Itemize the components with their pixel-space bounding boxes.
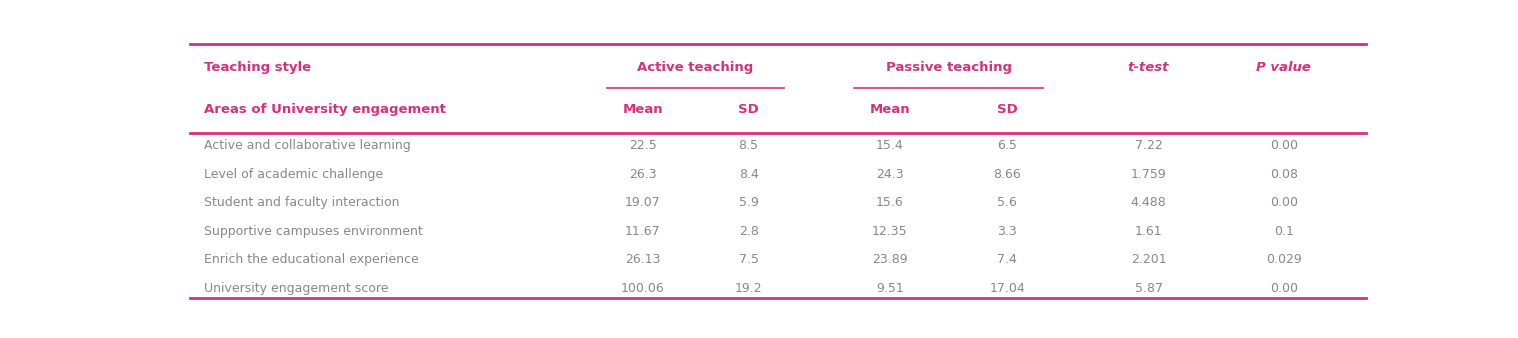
Text: 0.1: 0.1 xyxy=(1274,224,1293,238)
Text: Active and collaborative learning: Active and collaborative learning xyxy=(203,140,410,152)
Text: 1.759: 1.759 xyxy=(1131,168,1166,180)
Text: 26.13: 26.13 xyxy=(625,253,660,266)
Text: Student and faculty interaction: Student and faculty interaction xyxy=(203,196,399,209)
Text: P value: P value xyxy=(1257,62,1312,74)
Text: 15.6: 15.6 xyxy=(876,196,903,209)
Text: 0.00: 0.00 xyxy=(1271,196,1298,209)
Text: University engagement score: University engagement score xyxy=(203,282,389,295)
Text: SD: SD xyxy=(738,103,759,116)
Text: 0.08: 0.08 xyxy=(1271,168,1298,180)
Text: 1.61: 1.61 xyxy=(1135,224,1163,238)
Text: Mean: Mean xyxy=(622,103,663,116)
Text: 19.2: 19.2 xyxy=(735,282,762,295)
Text: 9.51: 9.51 xyxy=(876,282,903,295)
Text: 5.87: 5.87 xyxy=(1134,282,1163,295)
Text: Areas of University engagement: Areas of University engagement xyxy=(203,103,446,116)
Text: Supportive campuses environment: Supportive campuses environment xyxy=(203,224,422,238)
Text: 22.5: 22.5 xyxy=(628,140,657,152)
Text: Active teaching: Active teaching xyxy=(638,62,754,74)
Text: 23.89: 23.89 xyxy=(871,253,908,266)
Text: Mean: Mean xyxy=(870,103,911,116)
Text: 2.8: 2.8 xyxy=(739,224,759,238)
Text: 4.488: 4.488 xyxy=(1131,196,1166,209)
Text: 7.22: 7.22 xyxy=(1134,140,1163,152)
Text: 26.3: 26.3 xyxy=(628,168,656,180)
Text: 100.06: 100.06 xyxy=(621,282,665,295)
Text: 5.9: 5.9 xyxy=(739,196,759,209)
Text: 6.5: 6.5 xyxy=(997,140,1017,152)
Text: 0.00: 0.00 xyxy=(1271,140,1298,152)
Text: 15.4: 15.4 xyxy=(876,140,903,152)
Text: Teaching style: Teaching style xyxy=(203,62,311,74)
Text: 0.00: 0.00 xyxy=(1271,282,1298,295)
Text: 12.35: 12.35 xyxy=(871,224,908,238)
Text: 7.5: 7.5 xyxy=(739,253,759,266)
Text: Passive teaching: Passive teaching xyxy=(885,62,1011,74)
Text: 24.3: 24.3 xyxy=(876,168,903,180)
Text: 17.04: 17.04 xyxy=(990,282,1025,295)
Text: 3.3: 3.3 xyxy=(997,224,1017,238)
Text: 8.66: 8.66 xyxy=(993,168,1022,180)
Text: 0.029: 0.029 xyxy=(1266,253,1302,266)
Text: Enrich the educational experience: Enrich the educational experience xyxy=(203,253,419,266)
Text: 2.201: 2.201 xyxy=(1131,253,1166,266)
Text: SD: SD xyxy=(997,103,1017,116)
Text: 8.5: 8.5 xyxy=(739,140,759,152)
Text: 8.4: 8.4 xyxy=(739,168,759,180)
Text: Level of academic challenge: Level of academic challenge xyxy=(203,168,383,180)
Text: 19.07: 19.07 xyxy=(625,196,660,209)
Text: 11.67: 11.67 xyxy=(625,224,660,238)
Text: 7.4: 7.4 xyxy=(997,253,1017,266)
Text: t-test: t-test xyxy=(1128,62,1169,74)
Text: 5.6: 5.6 xyxy=(997,196,1017,209)
